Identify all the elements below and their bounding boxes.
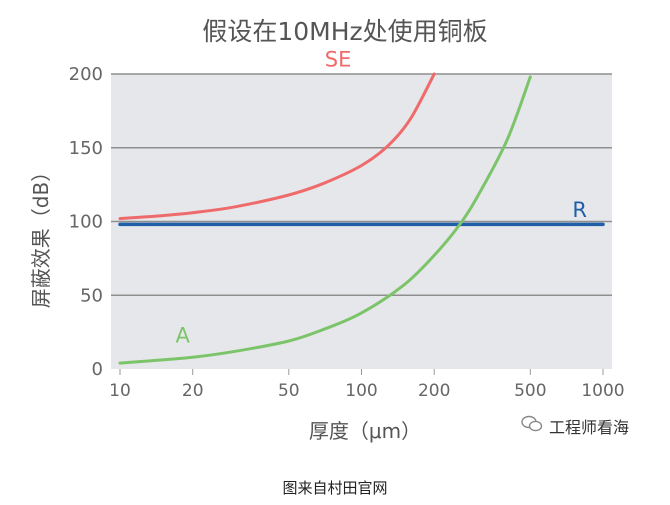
y-tick-label: 150 <box>69 138 103 159</box>
y-ticks: 0 50 100 150 200 <box>69 64 103 380</box>
series-label-se: SE <box>325 48 352 72</box>
chart-title: 假设在10MHz处使用铜板 <box>202 17 487 46</box>
series-line-a <box>118 75 532 365</box>
x-tick-label: 20 <box>182 381 204 401</box>
series-label-a: A <box>176 323 191 347</box>
x-tick-label: 500 <box>514 381 546 401</box>
x-tick-label: 10 <box>109 381 131 401</box>
x-tick-label: 200 <box>418 381 450 401</box>
y-tick-label: 0 <box>92 359 103 380</box>
wechat-icon <box>521 415 543 437</box>
watermark-text: 工程师看海 <box>549 418 630 437</box>
x-tick-label: 1000 <box>581 381 624 401</box>
x-ticks: 10 20 50 100 200 500 1000 <box>109 369 625 401</box>
y-axis-label: 屏蔽效果（dB） <box>29 162 53 308</box>
x-axis-label: 厚度（μm） <box>309 419 421 443</box>
chart: 假设在10MHz处使用铜板 0 50 100 150 200 10 20 50 100 200 5… <box>29 17 625 443</box>
x-tick-label: 100 <box>345 381 377 401</box>
x-tick-label: 50 <box>278 381 300 401</box>
series-line-se <box>118 72 436 221</box>
y-tick-label: 100 <box>69 212 103 233</box>
y-tick-label: 50 <box>80 285 103 306</box>
figure-caption: 图来自村田官网 <box>282 479 388 497</box>
series-label-r: R <box>572 198 587 222</box>
y-tick-label: 200 <box>69 64 103 85</box>
watermark: 工程师看海 <box>521 414 629 438</box>
series-lines: SE R A <box>118 48 605 365</box>
grid-lines <box>111 73 612 296</box>
